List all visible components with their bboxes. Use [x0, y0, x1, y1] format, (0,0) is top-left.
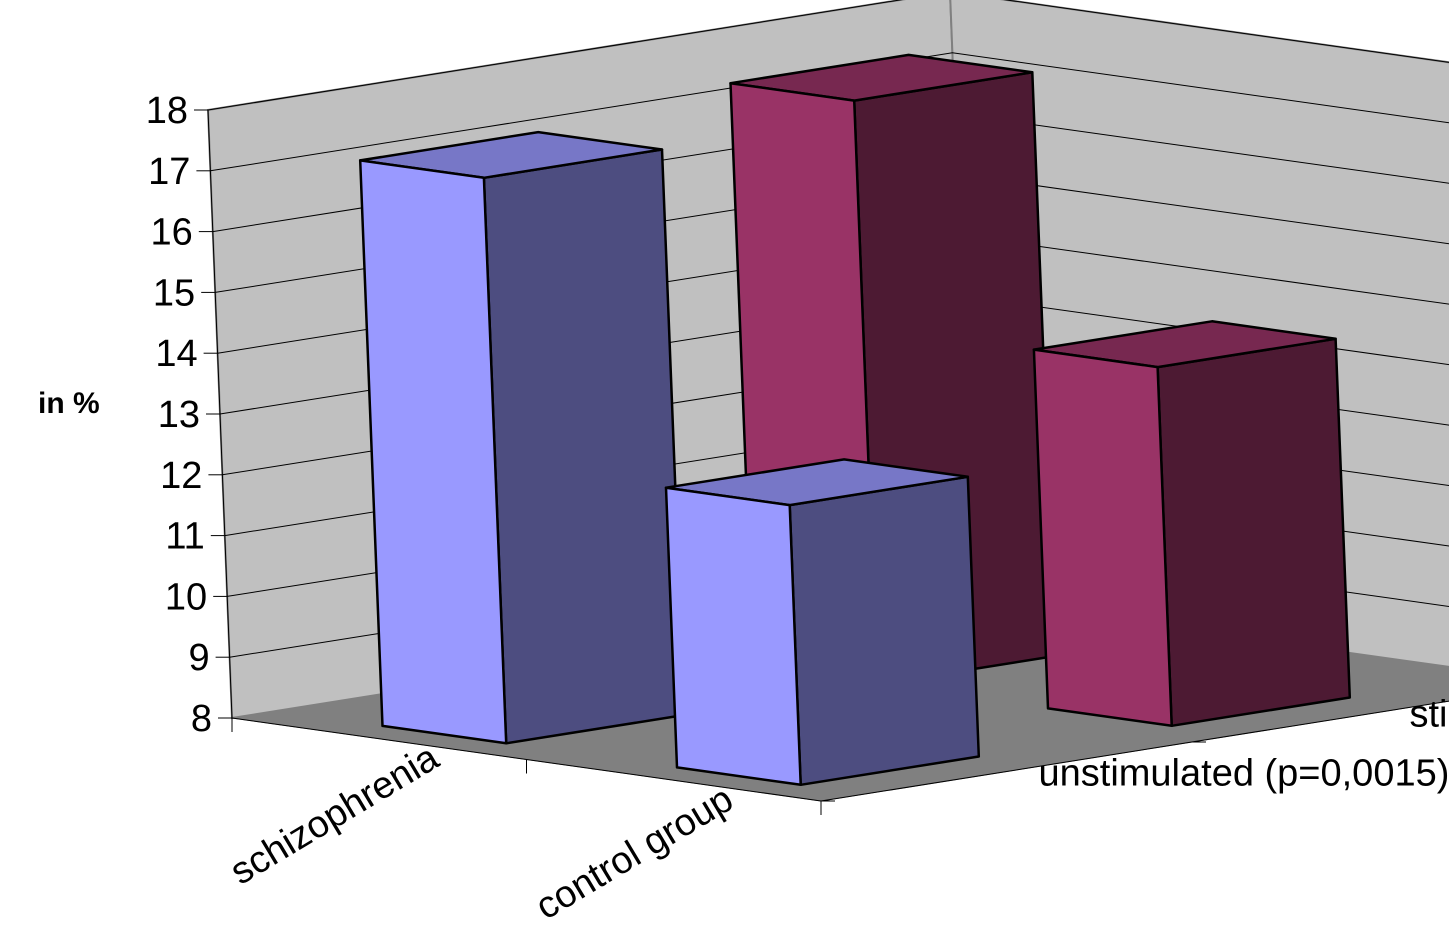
category-label: control group: [529, 778, 741, 928]
y-tick-label: 13: [158, 394, 200, 436]
bar: [358, 130, 686, 745]
y-axis-label: in %: [38, 387, 100, 420]
y-tick-label: 17: [148, 151, 190, 193]
bar-side-face: [482, 148, 686, 745]
y-tick-label: 8: [191, 698, 212, 740]
bar-side-face: [1156, 337, 1352, 728]
bar-front-face: [1032, 348, 1173, 728]
y-tick-label: 9: [188, 637, 209, 679]
series-label: stimulated (p=0,0037): [1410, 694, 1449, 736]
bars: [358, 53, 1352, 787]
y-tick-label: 18: [146, 90, 188, 132]
y-tick-label: 10: [165, 576, 207, 618]
bar-side-face: [788, 475, 981, 787]
category-label: schizophrenia: [223, 736, 446, 893]
y-tick-label: 11: [165, 516, 204, 558]
y-tick-label: 14: [155, 333, 197, 375]
y-tick-label: 16: [151, 212, 193, 254]
bar: [1032, 320, 1352, 728]
y-tick-label: 12: [160, 455, 202, 497]
bar-front-face: [358, 159, 508, 745]
bar-front-face: [664, 486, 802, 787]
y-tick-label: 15: [153, 272, 195, 314]
gridline: [210, 52, 1449, 172]
y-axis-line: [207, 109, 233, 719]
gridline: [207, 0, 1449, 111]
axes: [194, 109, 1449, 815]
series-label: unstimulated (p=0,0015): [1039, 753, 1449, 795]
bar: [664, 458, 981, 787]
